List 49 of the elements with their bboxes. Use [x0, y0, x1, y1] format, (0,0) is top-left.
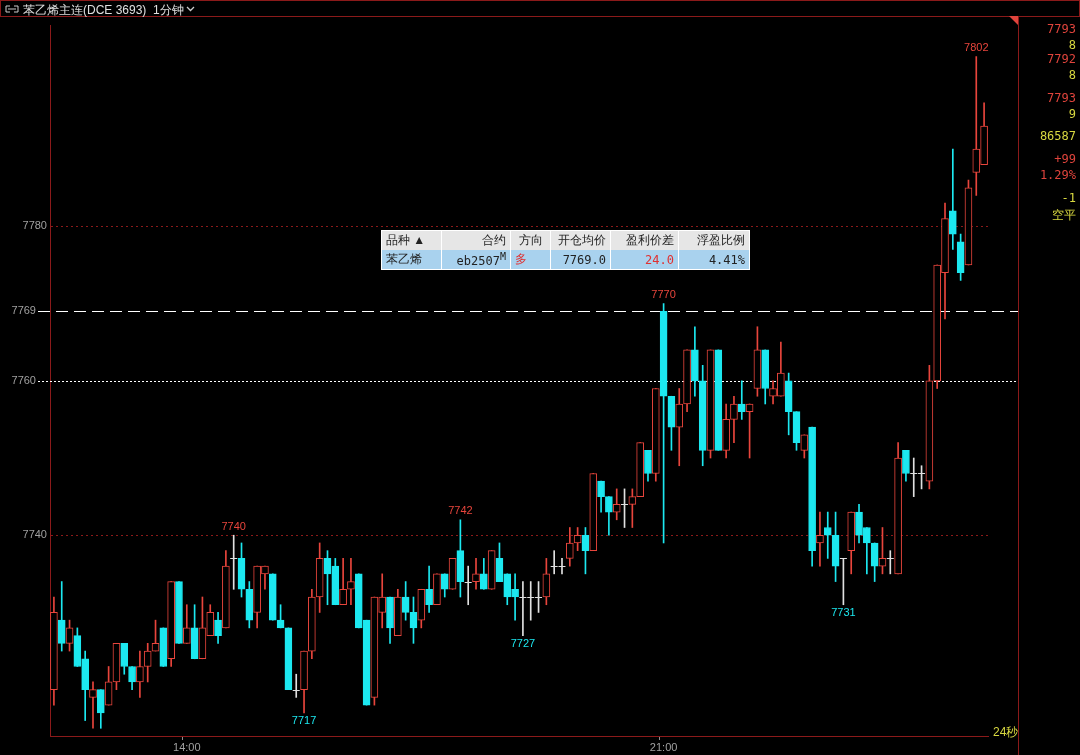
text: 9 — [1068, 107, 1076, 121]
annotation: 盈利价差 — [610, 230, 679, 250]
text: 8 — [1068, 38, 1076, 52]
candlestick — [886, 550, 895, 575]
candlestick — [89, 681, 97, 729]
y-tick-label: 7780 — [22, 219, 47, 232]
text: 7793 — [1047, 91, 1076, 105]
annotation: 7731 — [831, 606, 856, 619]
text: 7792 — [1047, 52, 1076, 66]
ref-line-label: 7769 — [11, 304, 36, 317]
annotation: 24.0 — [610, 250, 679, 270]
annotation: 7769.0 — [550, 250, 611, 270]
x-tick-label: 21:00 — [649, 740, 678, 753]
annotation: 7802 — [964, 41, 989, 54]
text: 8 — [1068, 68, 1076, 82]
candlestick — [464, 565, 473, 606]
annotation: 方向 — [510, 230, 551, 250]
candlestick — [816, 511, 824, 567]
annotation: 7727 — [510, 637, 536, 650]
text: -1 — [1061, 191, 1076, 205]
annotation: 7742 — [448, 504, 473, 517]
candlestick — [347, 558, 355, 606]
ref-line-label: 7760 — [11, 373, 36, 386]
annotation: 品种 ▲ — [381, 230, 442, 250]
text: 1.29% — [1039, 168, 1076, 182]
annotation: 7740 — [221, 519, 246, 532]
annotation: 浮盈比例 — [678, 230, 750, 250]
annotation: 7717 — [291, 714, 317, 727]
candlestick — [737, 380, 746, 420]
candlestick — [949, 148, 957, 250]
candlestick — [229, 534, 238, 590]
text: 7793 — [1047, 22, 1076, 36]
annotation: 4.41% — [678, 250, 750, 270]
candlestick — [823, 511, 832, 559]
chart-title: 苯乙烯主连(DCE 3693) — [23, 2, 147, 19]
annotation: 7770 — [651, 288, 676, 301]
annotation: 苯乙烯 — [381, 250, 442, 270]
text: 86587 — [1039, 129, 1076, 143]
x-tick-label: 14:00 — [173, 740, 201, 753]
annotation: 多 — [510, 250, 551, 270]
candlestick — [292, 673, 301, 698]
annotation: 合约 — [441, 230, 511, 250]
annotation: eb2507$^{M}$ — [441, 250, 511, 270]
text: +99 — [1054, 152, 1076, 166]
text: 24秒 — [993, 724, 1019, 741]
chart-subtitle: 1分钟 — [153, 2, 184, 19]
candlestick — [472, 558, 480, 590]
annotation: 开仓均价 — [550, 230, 611, 250]
text: 空平 — [1052, 207, 1076, 224]
